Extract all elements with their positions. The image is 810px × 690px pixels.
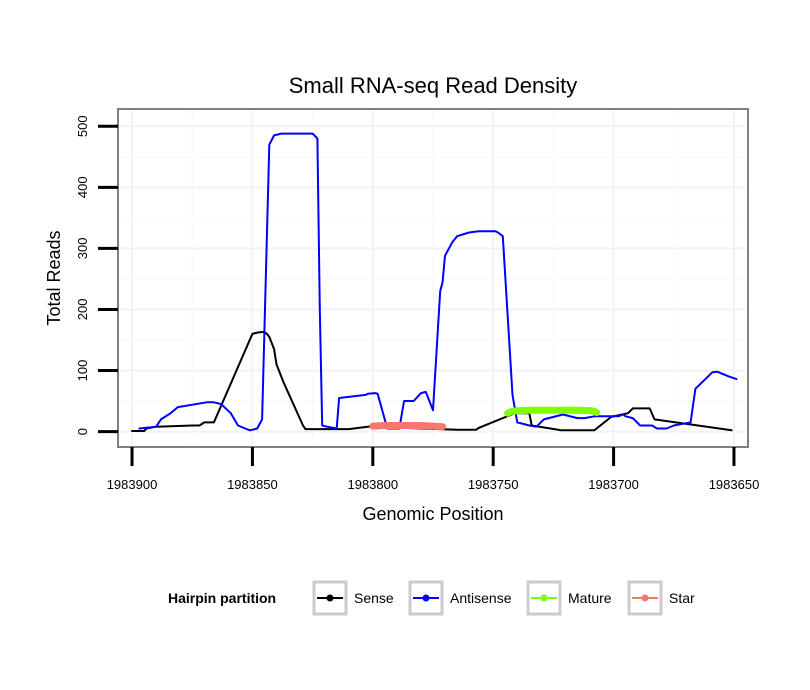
x-tick-label: 1983700 <box>588 477 639 492</box>
y-tick-label: 300 <box>75 238 90 260</box>
legend-label-mature: Mature <box>568 590 612 606</box>
plot-border <box>117 108 749 448</box>
legend-key-dot <box>422 594 430 602</box>
legend: Hairpin partition Sense Antisense Mature St… <box>168 580 695 616</box>
legend-label-sense: Sense <box>354 590 394 606</box>
legend-key-dot <box>540 594 548 602</box>
x-tick-label: 1983850 <box>227 477 278 492</box>
y-tick-label: 100 <box>75 360 90 382</box>
x-tick-label: 1983800 <box>347 477 398 492</box>
legend-title: Hairpin partition <box>168 590 276 606</box>
x-axis-title: Genomic Position <box>362 504 503 524</box>
x-axis: 1983900 1983850 1983800 1983750 1983700 19836… <box>107 447 760 492</box>
legend-key-dot <box>641 594 649 602</box>
series-sense-line <box>131 331 733 432</box>
chart-title: Small RNA-seq Read Density <box>289 73 578 98</box>
legend-key-dot <box>326 594 334 602</box>
series-layer <box>131 132 738 432</box>
x-tick-label: 1983900 <box>107 477 158 492</box>
x-tick-label: 1983750 <box>468 477 519 492</box>
series-star-line <box>369 422 447 431</box>
grid <box>120 111 746 445</box>
series-antisense-line <box>138 132 738 432</box>
y-axis: 0 100 200 300 400 500 <box>75 115 118 435</box>
legend-label-star: Star <box>669 590 695 606</box>
y-tick-label: 500 <box>75 115 90 137</box>
legend-label-antisense: Antisense <box>450 590 512 606</box>
y-axis-title: Total Reads <box>44 230 64 325</box>
y-tick-label: 0 <box>75 428 90 435</box>
legend-item-star: Star <box>627 580 695 616</box>
x-tick-label: 1983650 <box>709 477 760 492</box>
legend-item-mature: Mature <box>526 580 612 616</box>
series-mature-line <box>504 406 601 417</box>
y-tick-label: 200 <box>75 299 90 321</box>
y-tick-label: 400 <box>75 176 90 198</box>
legend-item-sense: Sense <box>312 580 394 616</box>
legend-item-antisense: Antisense <box>408 580 512 616</box>
